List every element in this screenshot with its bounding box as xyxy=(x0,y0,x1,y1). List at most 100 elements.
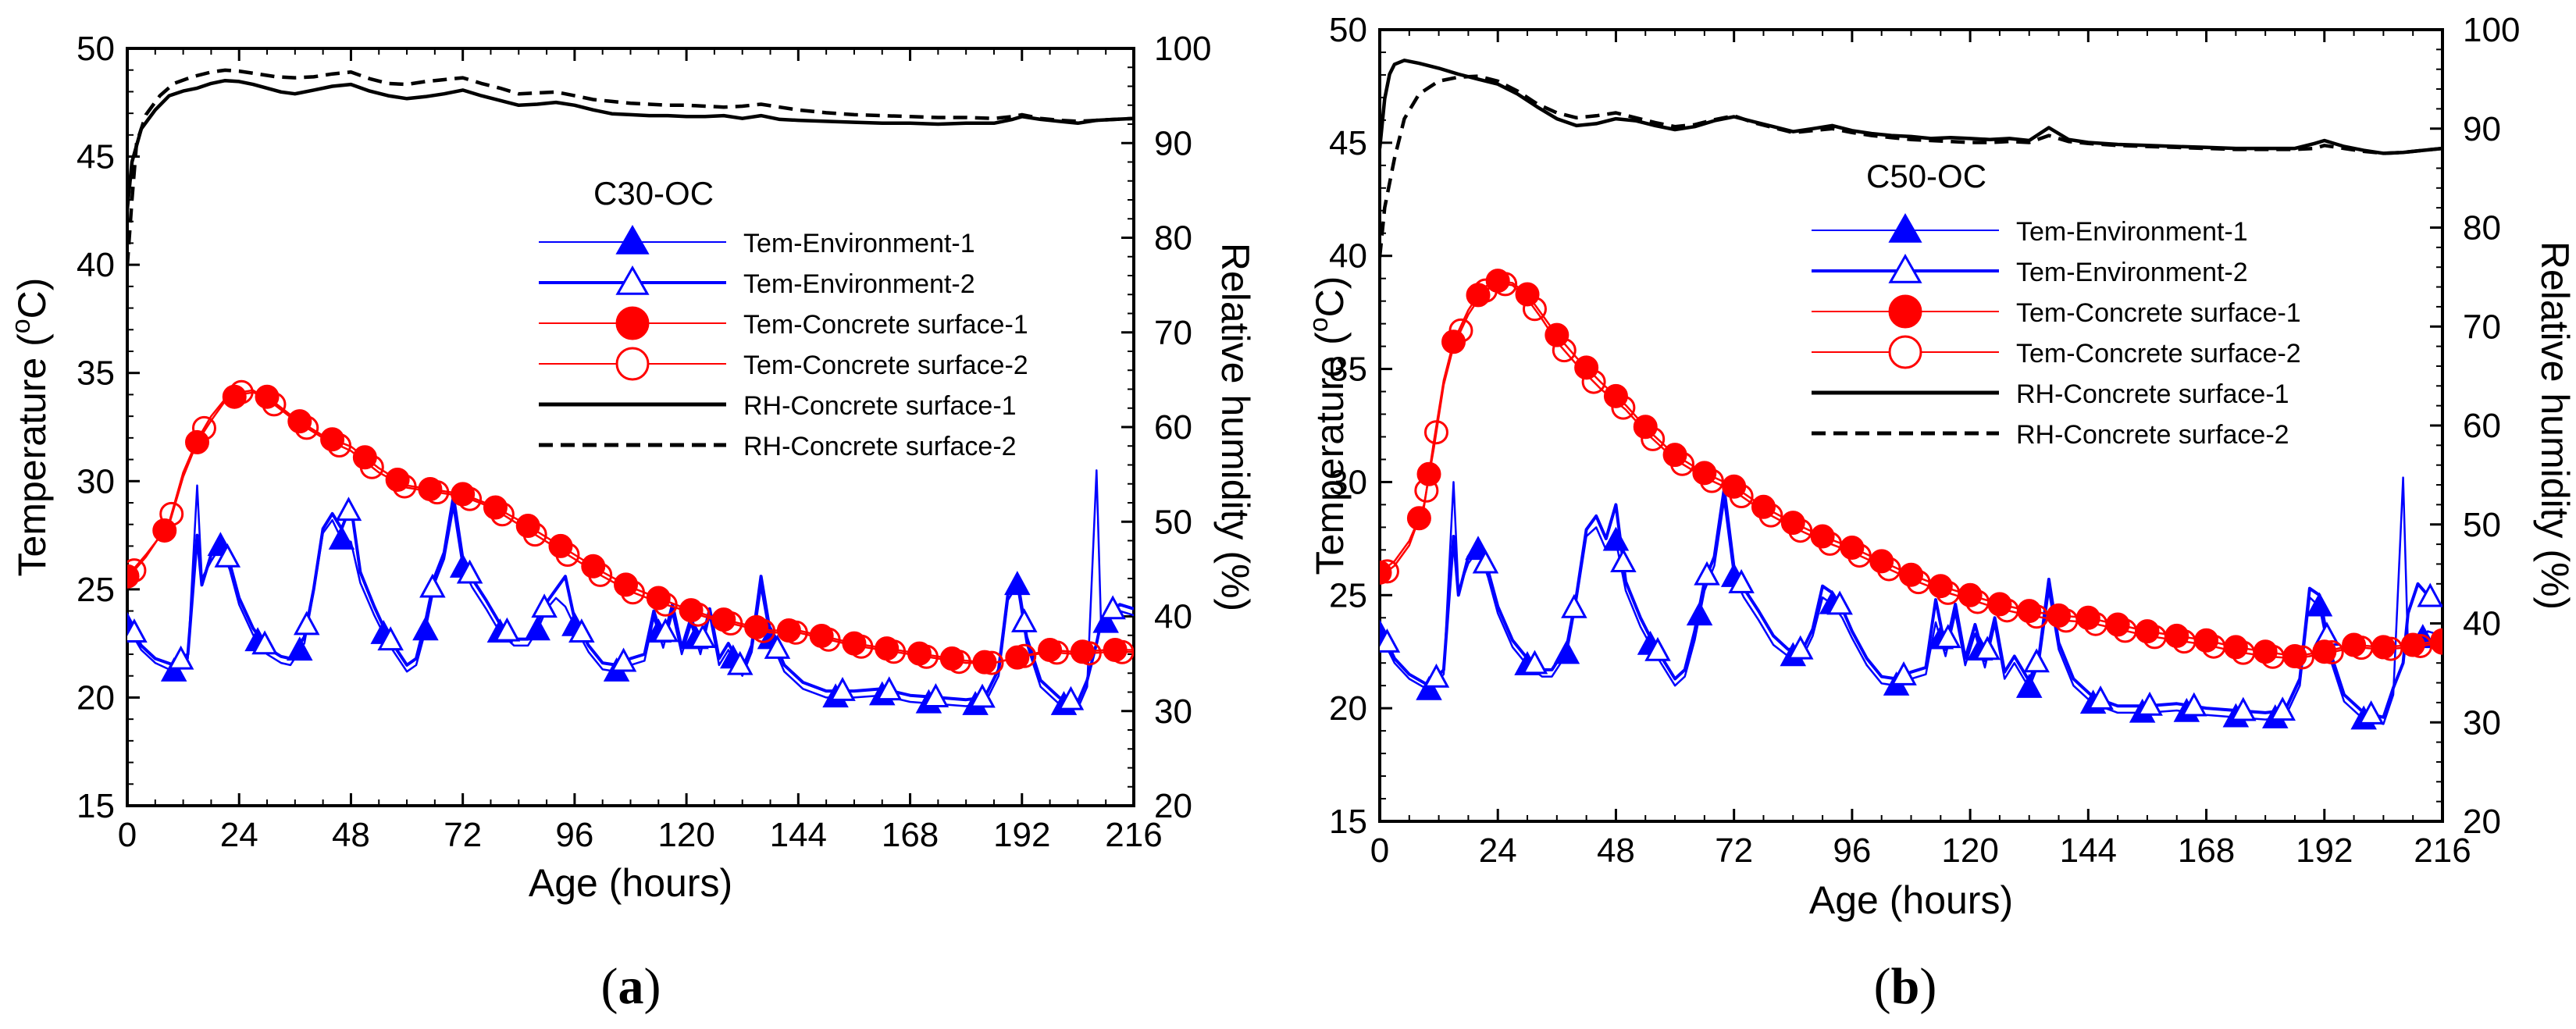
y-right-tick-label: 40 xyxy=(2463,605,2501,643)
data-marker-3 xyxy=(392,474,417,499)
data-marker-1 xyxy=(2181,692,2207,717)
x-axis-label: Age (hours) xyxy=(1809,878,2013,922)
data-marker-1 xyxy=(2269,696,2296,721)
data-marker-3 xyxy=(1448,318,1473,343)
data-marker-3 xyxy=(1045,640,1070,665)
data-marker-1 xyxy=(875,676,903,701)
data-marker-3 xyxy=(2378,636,2403,661)
data-marker-3 xyxy=(127,558,147,583)
data-marker-3 xyxy=(751,618,776,643)
legend-label-5: RH-Concrete surface-2 xyxy=(743,432,1017,461)
data-marker-3 xyxy=(2289,645,2314,670)
data-marker-3 xyxy=(1758,503,1783,528)
panel-caption: (b) xyxy=(1874,958,1937,1015)
data-marker-1 xyxy=(1423,663,1450,688)
data-marker-1 xyxy=(1694,561,1720,586)
legend-marker-3 xyxy=(1888,335,1922,369)
series-line-4 xyxy=(127,78,1134,210)
x-tick-label: 24 xyxy=(1479,831,1517,870)
data-marker-3 xyxy=(1847,543,1872,568)
y-right-tick-label: 70 xyxy=(2463,308,2501,346)
x-tick-label: 120 xyxy=(657,816,714,854)
x-tick-label: 0 xyxy=(1370,831,1389,870)
data-marker-3 xyxy=(1906,570,1931,595)
series-line-5 xyxy=(127,68,1134,267)
series-line-3 xyxy=(1380,282,2442,660)
data-marker-3 xyxy=(425,480,450,505)
caption-open: ( xyxy=(601,958,618,1015)
data-marker-3 xyxy=(816,627,841,652)
data-marker-1 xyxy=(1974,636,2001,660)
data-marker-1 xyxy=(1610,548,1637,573)
plot-area xyxy=(127,68,1134,715)
data-marker-3 xyxy=(1699,468,1724,493)
y-right-tick-label: 50 xyxy=(2463,506,2501,544)
y-left-label-pre: Temperature ( xyxy=(1308,332,1352,575)
data-marker-1 xyxy=(1934,624,1961,649)
x-tick-label: 72 xyxy=(1715,831,1753,870)
y-left-label-sup: o xyxy=(6,319,36,333)
x-tick-label: 48 xyxy=(1597,831,1635,870)
data-marker-3 xyxy=(2083,611,2108,636)
data-marker-3 xyxy=(1729,484,1754,509)
data-marker-1 xyxy=(764,634,791,659)
data-marker-3 xyxy=(490,502,515,527)
data-marker-3 xyxy=(979,650,1004,675)
legend-label-2: Tem-Concrete surface-1 xyxy=(743,310,1028,340)
legend-marker-3 xyxy=(615,347,650,381)
data-marker-1 xyxy=(969,683,996,708)
data-marker-1 xyxy=(214,543,241,568)
data-marker-3 xyxy=(1965,589,1990,614)
data-marker-3 xyxy=(946,650,971,675)
x-tick-label: 96 xyxy=(1833,831,1871,870)
data-marker-3 xyxy=(783,620,808,645)
x-tick-label: 168 xyxy=(2178,831,2235,870)
y-left-label-post: C) xyxy=(1308,276,1352,318)
data-marker-1 xyxy=(127,618,148,643)
data-marker-1 xyxy=(419,573,446,598)
legend-label-3: Tem-Concrete surface-2 xyxy=(2016,339,2301,369)
data-marker-2 xyxy=(2105,612,2130,637)
y-left-tick-label: 50 xyxy=(77,30,115,68)
data-marker-3 xyxy=(2142,625,2167,650)
data-marker-3 xyxy=(1670,451,1695,476)
data-marker-0 xyxy=(2306,592,2333,617)
y-left-tick-label: 25 xyxy=(1329,576,1367,614)
data-marker-3 xyxy=(588,562,613,587)
y-left-tick-label: 25 xyxy=(77,571,115,609)
legend: C50-OC Tem-Environment-1 Tem-Environment-2… xyxy=(1812,158,2301,450)
data-marker-1 xyxy=(2087,685,2114,710)
legend-label-0: Tem-Environment-1 xyxy=(2016,217,2248,247)
data-marker-1 xyxy=(1644,636,1671,661)
y-left-axis-label: Temperature (oC) xyxy=(6,278,54,577)
y-right-tick-label: 80 xyxy=(2463,209,2501,247)
legend-label-4: RH-Concrete surface-1 xyxy=(2016,379,2289,409)
data-marker-3 xyxy=(555,543,580,568)
data-marker-3 xyxy=(914,644,939,669)
data-marker-1 xyxy=(689,624,716,648)
x-tick-label: 144 xyxy=(2060,831,2117,870)
data-marker-2 xyxy=(2253,639,2278,664)
x-tick-label: 96 xyxy=(555,816,593,854)
data-marker-1 xyxy=(1099,595,1126,620)
data-marker-3 xyxy=(2430,630,2442,655)
data-marker-3 xyxy=(2054,608,2079,633)
caption-close: ) xyxy=(1919,958,1936,1015)
data-marker-3 xyxy=(1077,641,1102,666)
legend: C30-OC Tem-Environment-1 Tem-Environment-2… xyxy=(539,175,1028,461)
y-left-tick-label: 45 xyxy=(77,138,115,176)
y-left-tick-label: 45 xyxy=(1329,124,1367,162)
data-marker-1 xyxy=(652,618,679,643)
data-marker-2 xyxy=(1574,355,1599,380)
x-tick-label: 192 xyxy=(993,816,1050,854)
x-tick-label: 48 xyxy=(332,816,370,854)
data-marker-1 xyxy=(1561,593,1587,618)
data-marker-3 xyxy=(1876,557,1901,582)
y-right-tick-label: 70 xyxy=(1154,314,1192,352)
data-marker-3 xyxy=(522,522,547,547)
x-axis-label: Age (hours) xyxy=(529,861,732,905)
data-marker-3 xyxy=(653,592,678,617)
data-marker-1 xyxy=(922,683,950,707)
chart-panel-b: 0 24 48 72 96 120 144 168 192 216 15 20 25 30 35 40 45 50… xyxy=(1304,11,2576,1015)
y-left-tick-label: 50 xyxy=(1329,11,1367,49)
